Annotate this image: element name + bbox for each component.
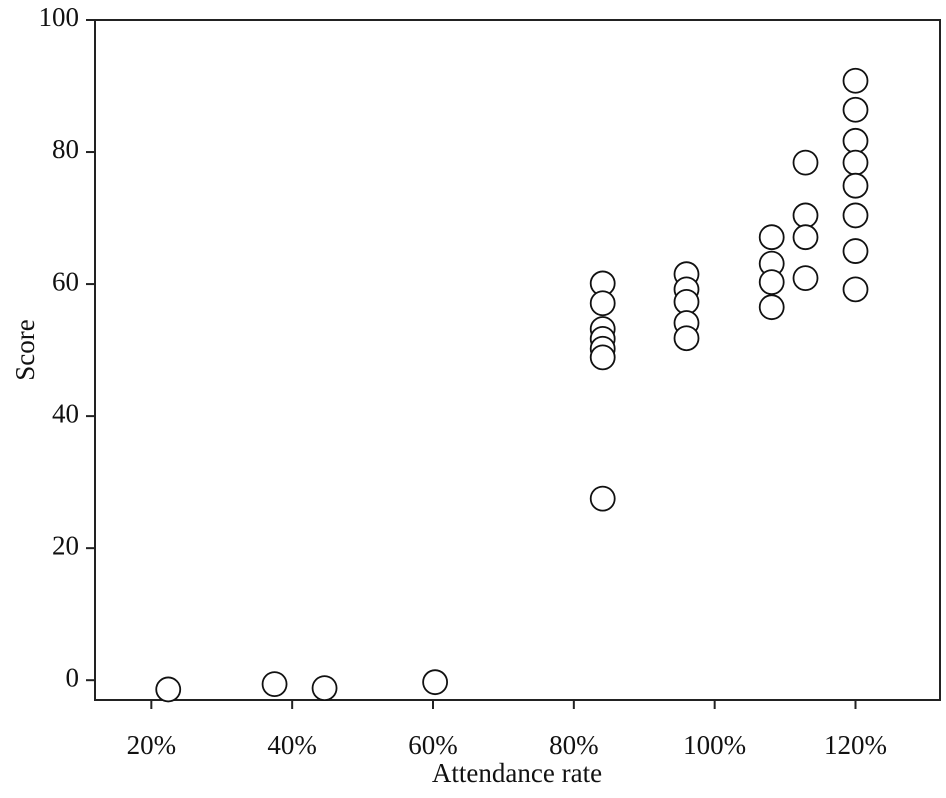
point (311, 675, 338, 702)
point (842, 172, 869, 199)
x-tick-label: 20% (127, 730, 177, 760)
y-tick-label: 80 (52, 134, 79, 164)
point (842, 67, 869, 94)
point (758, 294, 785, 321)
plot-frame (94, 19, 941, 701)
point (842, 149, 869, 176)
point (589, 485, 616, 512)
y-tick-label: 20 (52, 530, 79, 560)
x-axis-label: Attendance rate (432, 758, 602, 788)
point (842, 96, 869, 123)
y-tick-label: 0 (66, 662, 80, 692)
x-tick-label: 80% (549, 730, 599, 760)
point (758, 224, 785, 251)
point (842, 238, 869, 264)
point (792, 149, 819, 176)
point (842, 202, 869, 229)
point (792, 202, 819, 229)
x-tick-label: 120% (824, 730, 887, 760)
point (758, 269, 785, 295)
point (673, 325, 700, 352)
y-axis-label: Score (10, 319, 40, 380)
point (842, 276, 869, 303)
x-tick-label: 100% (683, 730, 746, 760)
y-tick-label: 60 (52, 266, 79, 296)
x-tick-label: 40% (267, 730, 317, 760)
point (155, 676, 182, 703)
x-tick-label: 60% (408, 730, 458, 760)
point (261, 671, 288, 698)
point (842, 127, 869, 154)
point (589, 344, 616, 371)
point (792, 265, 819, 292)
y-tick-label: 40 (52, 398, 79, 428)
point (422, 669, 449, 696)
point (589, 290, 616, 317)
y-tick-label: 100 (39, 2, 80, 32)
point (792, 224, 819, 251)
